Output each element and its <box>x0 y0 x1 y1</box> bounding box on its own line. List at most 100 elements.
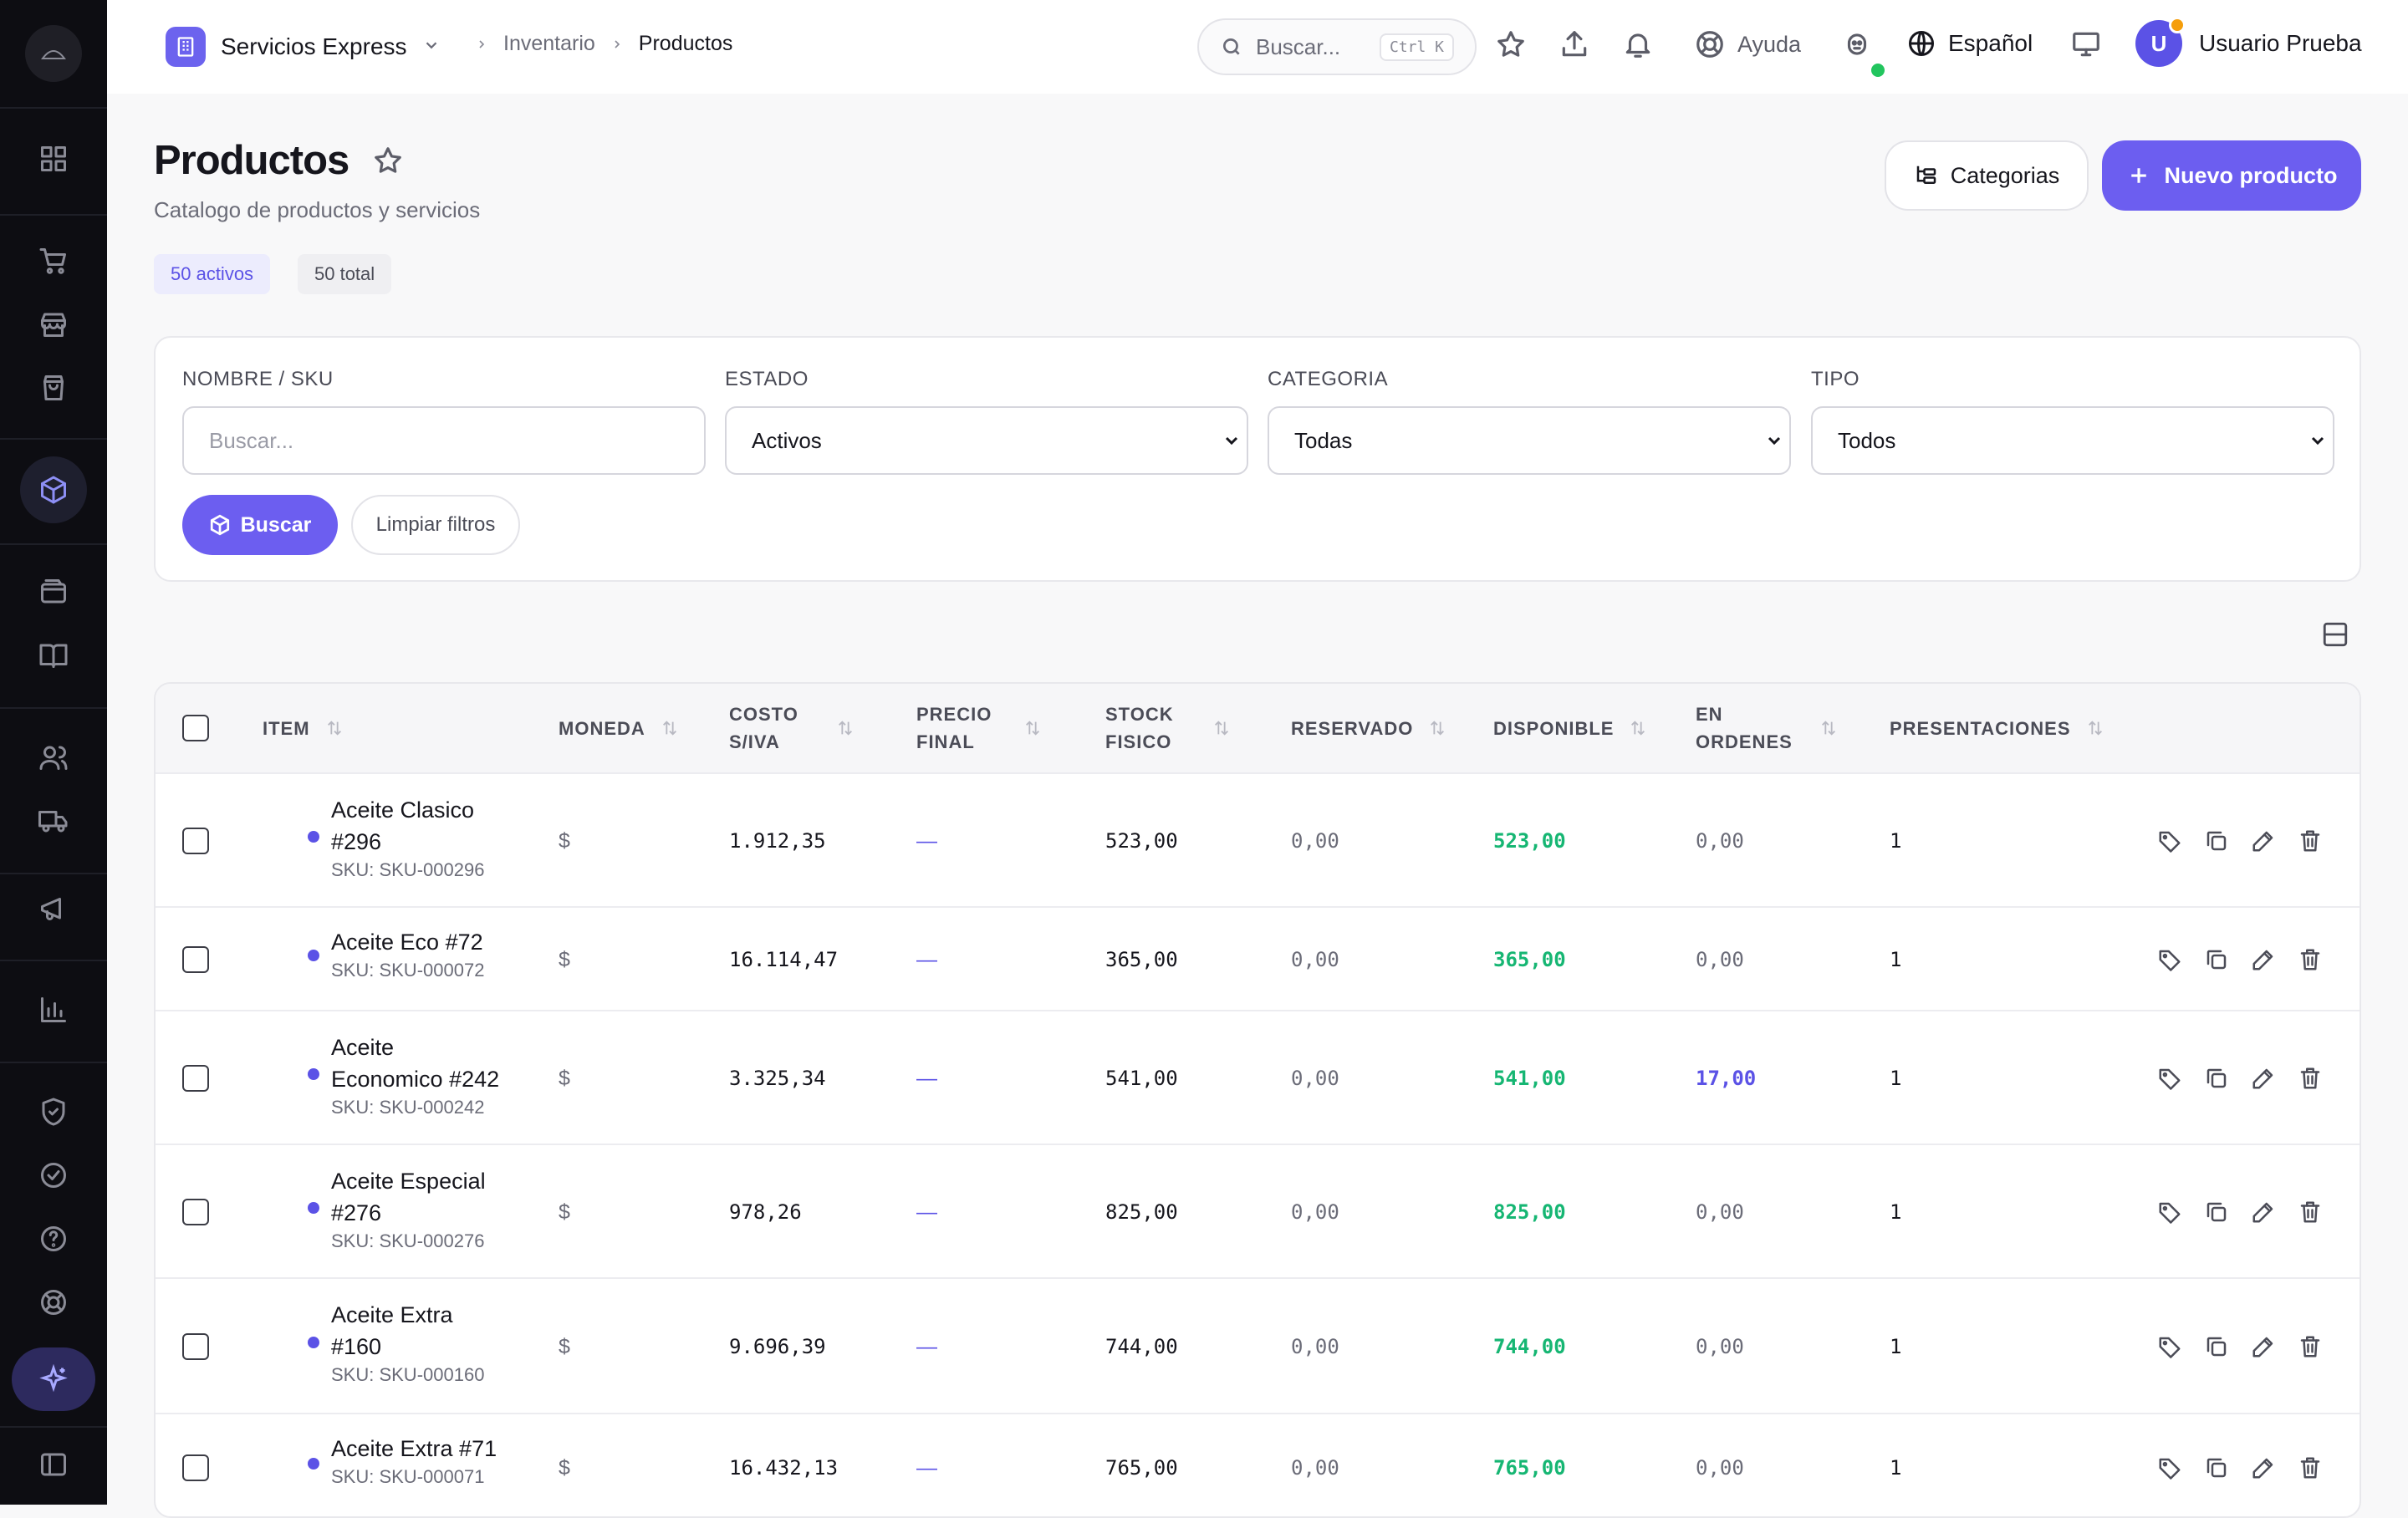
app-logo[interactable] <box>25 25 82 82</box>
item-name[interactable]: Aceite Economico #242 <box>331 1035 500 1092</box>
table-row[interactable]: Aceite Economico #242 SKU: SKU-000242 $3.3… <box>156 1010 2360 1144</box>
type-select[interactable]: Todos <box>1811 406 2334 475</box>
table-row[interactable]: Aceite Eco #72 SKU: SKU-000072 $16.114,47 —… <box>156 906 2360 1010</box>
lifebuoy-icon[interactable] <box>20 1269 87 1336</box>
copy-icon[interactable] <box>2204 828 2229 853</box>
breadcrumb-parent[interactable]: Inventario <box>503 32 595 55</box>
copy-icon[interactable] <box>2204 1200 2229 1225</box>
row-checkbox[interactable] <box>182 1333 209 1360</box>
in-orders-cell: 0,00 <box>1696 948 1744 971</box>
check-circle-icon[interactable] <box>20 1142 87 1209</box>
item-name[interactable]: Aceite Clasico #296 <box>331 797 475 854</box>
chevron-down-icon <box>422 36 441 59</box>
trash-icon[interactable] <box>2298 1334 2323 1359</box>
monitor-icon[interactable] <box>2070 28 2102 64</box>
trash-icon[interactable] <box>2298 1200 2323 1225</box>
tag-icon[interactable] <box>2157 828 2182 853</box>
users-icon[interactable] <box>20 724 87 791</box>
column-available[interactable]: DISPONIBLE <box>1493 684 1647 772</box>
user-menu[interactable]: U Usuario Prueba <box>2135 17 2362 67</box>
edit-icon[interactable] <box>2251 1200 2276 1225</box>
tag-icon[interactable] <box>2157 1455 2182 1480</box>
select-all-checkbox[interactable] <box>182 715 209 741</box>
shopping-bag-icon[interactable] <box>20 354 87 421</box>
currency-cell: $ <box>559 829 570 853</box>
star-icon[interactable] <box>1495 28 1527 64</box>
currency-cell: $ <box>559 1456 570 1480</box>
edit-icon[interactable] <box>2251 828 2276 853</box>
row-checkbox[interactable] <box>182 946 209 973</box>
item-name[interactable]: Aceite Extra #71 <box>331 1436 497 1461</box>
robot-icon[interactable] <box>1841 28 1873 64</box>
column-item[interactable]: ITEM <box>263 684 344 772</box>
row-checkbox[interactable] <box>182 828 209 854</box>
hierarchy-icon <box>1916 166 1936 184</box>
row-checkbox[interactable] <box>182 1454 209 1481</box>
final-price-cell: — <box>916 1456 937 1480</box>
tag-icon[interactable] <box>2157 1200 2182 1225</box>
column-presentations[interactable]: PRESENTACIONES <box>1890 684 2104 772</box>
store-icon[interactable] <box>20 291 87 358</box>
tag-icon[interactable] <box>2157 947 2182 972</box>
trash-icon[interactable] <box>2298 1066 2323 1091</box>
table-row[interactable]: Aceite Extra #71 SKU: SKU-000071 $16.432,1… <box>156 1413 2360 1516</box>
search-button[interactable]: Buscar <box>182 495 338 555</box>
item-name[interactable]: Aceite Eco #72 <box>331 930 483 955</box>
box-icon[interactable] <box>20 456 87 523</box>
table-row[interactable]: Aceite Clasico #296 SKU: SKU-000296 $1.912… <box>156 772 2360 906</box>
favorite-star-icon[interactable] <box>372 145 404 176</box>
column-stock[interactable]: STOCK FISICO <box>1105 684 1231 772</box>
row-checkbox[interactable] <box>182 1199 209 1225</box>
clear-filters-button[interactable]: Limpiar filtros <box>351 495 520 555</box>
book-icon[interactable] <box>20 622 87 689</box>
copy-icon[interactable] <box>2204 1066 2229 1091</box>
dashboard-icon[interactable] <box>20 125 87 192</box>
org-switcher[interactable]: Servicios Express <box>166 27 441 67</box>
upload-icon[interactable] <box>1559 28 1590 64</box>
table-row[interactable]: Aceite Especial #276 SKU: SKU-000276 $978,… <box>156 1144 2360 1277</box>
chart-icon[interactable] <box>20 976 87 1043</box>
shield-icon[interactable] <box>20 1078 87 1145</box>
language-selector[interactable]: Español <box>1906 28 2033 59</box>
megaphone-icon[interactable] <box>20 874 87 941</box>
sidebar-toggle-icon[interactable] <box>20 1431 87 1498</box>
category-select[interactable]: Todas <box>1268 406 1791 475</box>
copy-icon[interactable] <box>2204 1455 2229 1480</box>
table-row[interactable]: Aceite Extra #160 SKU: SKU-000160 $9.696,3… <box>156 1277 2360 1413</box>
row-checkbox[interactable] <box>182 1065 209 1092</box>
chevron-right-icon <box>615 39 620 48</box>
column-currency[interactable]: MONEDA <box>559 684 679 772</box>
name-sku-input[interactable]: Buscar... <box>182 406 706 475</box>
trash-icon[interactable] <box>2298 947 2323 972</box>
edit-icon[interactable] <box>2251 1066 2276 1091</box>
trash-icon[interactable] <box>2298 828 2323 853</box>
edit-icon[interactable] <box>2251 1334 2276 1359</box>
copy-icon[interactable] <box>2204 947 2229 972</box>
new-product-button[interactable]: Nuevo producto <box>2102 140 2361 211</box>
column-reserved[interactable]: RESERVADO <box>1291 684 1446 772</box>
available-cell: 523,00 <box>1493 829 1566 853</box>
trash-icon[interactable] <box>2298 1455 2323 1480</box>
help-button[interactable]: Ayuda <box>1694 28 1801 60</box>
tag-icon[interactable] <box>2157 1334 2182 1359</box>
wallet-icon[interactable] <box>20 558 87 625</box>
cart-icon[interactable] <box>20 227 87 294</box>
column-in-orders[interactable]: EN ORDENES <box>1696 684 1838 772</box>
bell-icon[interactable] <box>1622 28 1654 64</box>
categories-button[interactable]: Categorias <box>1885 140 2089 211</box>
item-name[interactable]: Aceite Especial #276 <box>331 1169 486 1225</box>
stock-cell: 523,00 <box>1105 829 1178 853</box>
edit-icon[interactable] <box>2251 947 2276 972</box>
help-circle-icon[interactable] <box>20 1205 87 1272</box>
item-name[interactable]: Aceite Extra #160 <box>331 1302 453 1359</box>
ai-assistant-icon[interactable] <box>12 1347 95 1411</box>
global-search[interactable]: Buscar... Ctrl K <box>1197 18 1477 75</box>
layout-toggle-icon[interactable] <box>2321 620 2349 653</box>
tag-icon[interactable] <box>2157 1066 2182 1091</box>
copy-icon[interactable] <box>2204 1334 2229 1359</box>
edit-icon[interactable] <box>2251 1455 2276 1480</box>
status-select[interactable]: Activos <box>725 406 1248 475</box>
column-final-price[interactable]: PRECIO FINAL <box>916 684 1042 772</box>
truck-icon[interactable] <box>20 787 87 854</box>
column-cost[interactable]: COSTO S/IVA <box>729 684 855 772</box>
